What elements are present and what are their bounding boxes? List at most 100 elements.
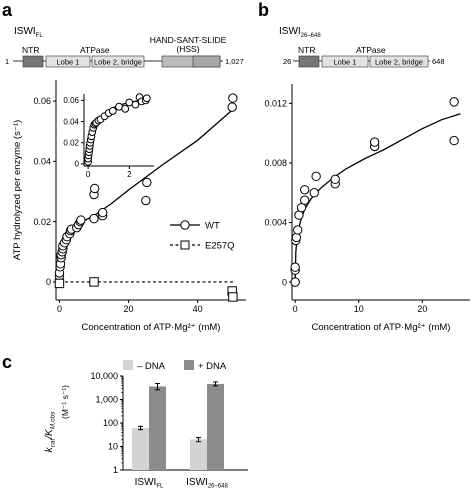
legend-e257q-label: E257Q	[205, 241, 235, 252]
a-main-point-E257Q	[228, 292, 238, 302]
a-main-point-WT	[228, 93, 238, 103]
category-main: ISWI	[135, 477, 157, 488]
b-main-point-s0	[369, 137, 380, 147]
bar-minus-dna-1	[190, 439, 207, 470]
a-main-y-tick-label: 0	[46, 277, 51, 287]
a-main-point-WT	[89, 213, 99, 224]
a-main-point-WT	[142, 177, 152, 188]
a-main-x-tick-label: 20	[124, 304, 134, 314]
ylabel-km: /K	[44, 428, 55, 440]
a-inset-point-s0	[121, 104, 130, 113]
a-main-x-axis-label: Concentration of ATP·Mg²⁺ (mM)	[82, 322, 221, 333]
panel-b-letter: b	[258, 0, 269, 20]
lobe1-box-b	[321, 55, 369, 68]
b-main-y-tick-label: 0.012	[264, 99, 287, 109]
a-inset-point-s0	[142, 94, 151, 103]
bar-minus-dna-0	[132, 427, 149, 470]
b-main-point-s0	[300, 185, 310, 195]
domain-diagram-a: ISWIFL HAND-SANT-SLIDE (HSS) NTR ATPase …	[5, 26, 244, 68]
category-main: ISWI	[186, 477, 208, 488]
a-inset-y-tick-label: 0	[75, 160, 80, 169]
legend-minus-dna-swatch	[123, 360, 133, 370]
a-inset-y-tick-label: 0.06	[63, 96, 79, 105]
b-main-x-tick-label: 20	[417, 304, 427, 314]
c-bars-category-label: ISWI26–648	[186, 477, 228, 490]
a-main-point-WT	[89, 183, 100, 194]
b-main-x-tick-label: 10	[354, 304, 364, 314]
domain-end-a: 1,027	[225, 57, 244, 66]
b-main-point-s0	[309, 188, 319, 198]
a-inset-point-s0	[108, 107, 117, 115]
b-main-group: 0 10 20 0 0.004 0.008 0.012 Concentration of AT…	[264, 84, 470, 333]
domain-start-a: 1	[5, 57, 9, 66]
a-main-fit-line	[58, 106, 237, 282]
lobe2-label-a: Lobe 2, bridge	[94, 58, 142, 67]
a-inset-x-tick-label: 2	[127, 170, 132, 179]
hss-label-line2: (HSS)	[176, 44, 199, 54]
a-main-x-tick-label: 0	[57, 304, 62, 314]
b-main-point-s0	[293, 225, 303, 235]
ntr-box-b	[298, 55, 320, 68]
ntr-box-a	[22, 55, 44, 68]
lobe2-box-a	[91, 55, 145, 68]
legend-e257q-marker	[180, 240, 190, 250]
panel-c-letter: c	[2, 352, 12, 372]
a-main-y-tick-label: 0.02	[33, 217, 51, 227]
c-bars-group: 1 10 100 1,000 10,000 kcat/KM,obs(M⁻¹ s⁻¹) – D…	[44, 360, 248, 490]
domain-title-b-sub: 26–648	[301, 33, 322, 39]
bar-plus-dna-1	[207, 383, 224, 470]
domain-title-b: ISWI26–648	[279, 26, 321, 39]
domain-start-b: 26	[283, 57, 291, 66]
b-main-y-tick-label: 0.004	[264, 218, 287, 228]
ntr-label-b: NTR	[298, 45, 315, 55]
legend-wt-label: WT	[205, 221, 220, 232]
ylabel-mobs: M,obs	[50, 411, 57, 429]
a-inset-y-tick-label: 0.02	[63, 139, 79, 148]
lobe1-box-a	[45, 55, 91, 68]
b-main-point-s0	[311, 171, 321, 182]
lobe1-label-b: Lobe 1	[334, 58, 357, 67]
domain-end-b: 648	[432, 57, 445, 66]
lobe1-label-a: Lobe 1	[57, 58, 80, 67]
category-sub: 26–648	[208, 484, 229, 490]
b-main-point-s0	[330, 174, 340, 185]
c-bars-y-tick-label: 1	[113, 465, 118, 475]
lobe2-label-b: Lobe 2, bridge	[375, 58, 423, 67]
legend-minus-dna-label: – DNA	[137, 361, 166, 372]
a-main-point-E257Q	[54, 278, 65, 289]
a-inset-x-tick-label: 0	[86, 170, 91, 179]
a-main-y-tick-label: 0.06	[33, 96, 51, 106]
category-sub: FL	[156, 484, 164, 490]
b-main-x-tick-label: 0	[293, 304, 298, 314]
b-main-x-axis-label: Concentration of ATP·Mg²⁺ (mM)	[312, 322, 451, 333]
b-main-point-s0	[449, 135, 459, 146]
lobe2-box-b	[369, 55, 429, 68]
a-inset-y-tick-label: 0.04	[63, 117, 79, 126]
bar-plus-dna-0	[149, 386, 166, 470]
a-main-y-tick-label: 0.04	[33, 157, 51, 167]
hss-label-line1: HAND-SANT-SLIDE	[150, 35, 227, 45]
hss-inner-a	[192, 55, 221, 68]
c-bars-category-label: ISWIFL	[135, 477, 164, 490]
domain-title-a-sub: FL	[36, 33, 44, 39]
ylabel-cat: cat	[50, 438, 57, 448]
legend-plus-dna-label: + DNA	[198, 361, 227, 372]
a-main-legend: WT E257Q	[170, 220, 235, 252]
b-main-y-tick-label: 0.008	[264, 158, 287, 168]
atpase-label-a: ATPase	[80, 45, 110, 55]
a-main-point-WT	[76, 215, 86, 225]
a-main-point-WT	[227, 102, 237, 112]
a-main-point-E257Q	[89, 277, 99, 287]
a-main-y-axis-label: ATP hydrolyzed per enzyme (s⁻¹)	[12, 120, 23, 260]
ylabel-k: k	[44, 446, 55, 452]
c-bars-y-axis-label: kcat/KM,obs	[44, 411, 57, 453]
ntr-label-a: NTR	[22, 45, 39, 55]
a-inset-point-s0	[131, 100, 140, 109]
a-main-x-tick-label: 40	[193, 304, 203, 314]
a-main-point-WT	[97, 207, 108, 218]
b-main-y-tick-label: 0	[282, 277, 287, 287]
c-bars-y-tick-label: 100	[103, 418, 118, 428]
